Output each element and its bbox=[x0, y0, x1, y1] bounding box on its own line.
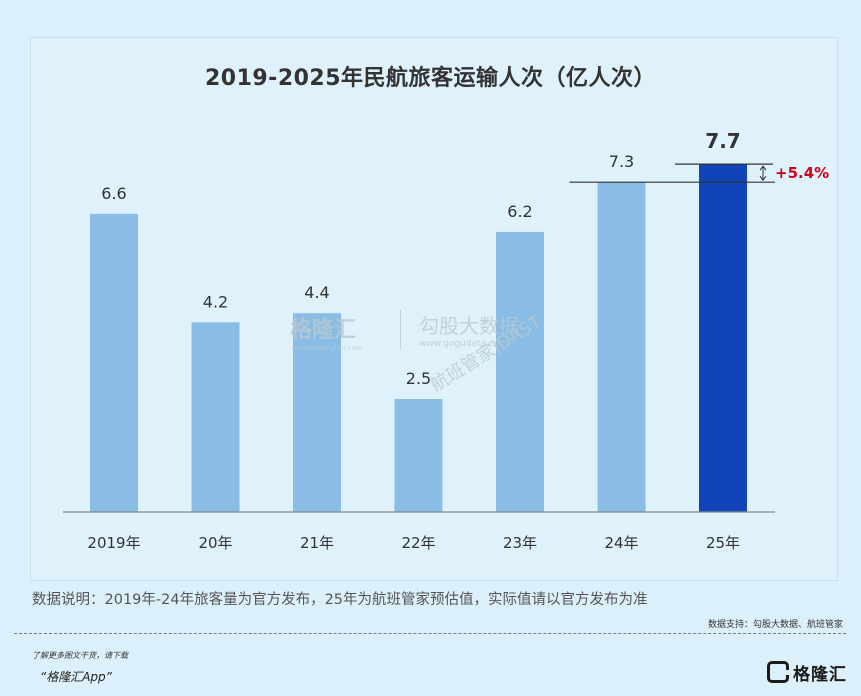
bar-chart: 6.6 2019年 4.2 20年 4.4 21年 2.5 22年 6.2 23年 7.3 24年 7.… bbox=[63, 129, 829, 552]
chart-title: 2019-2025年民航旅客运输人次（亿人次） bbox=[204, 66, 657, 91]
bar-6 bbox=[699, 164, 747, 512]
data-label-3: 2.5 bbox=[406, 369, 431, 388]
bar-2 bbox=[293, 313, 341, 512]
data-label-0: 6.6 bbox=[101, 184, 126, 203]
divider bbox=[14, 633, 846, 634]
growth-arrow-up bbox=[759, 165, 767, 171]
data-label-5: 7.3 bbox=[609, 152, 634, 171]
x-tick-label-5: 24年 bbox=[604, 534, 638, 552]
watermark-gelonghui-url: www.gelonghui.com bbox=[292, 344, 363, 352]
growth-arrow-down bbox=[759, 175, 767, 182]
bar-5 bbox=[597, 182, 646, 512]
brand-icon bbox=[767, 661, 789, 683]
data-source: 数据支持：勾股大数据、航班管家 bbox=[707, 620, 843, 630]
watermark-gelonghui-brand: 格隆汇 bbox=[290, 318, 357, 343]
bar-0 bbox=[90, 213, 138, 512]
data-label-2: 4.4 bbox=[304, 283, 329, 302]
promo-line-2: “格隆汇App” bbox=[40, 670, 112, 684]
x-tick-label-3: 22年 bbox=[401, 534, 435, 552]
data-label-6: 7.7 bbox=[705, 129, 740, 153]
data-note: 数据说明：2019年-24年旅客量为官方发布，25年为航班管家预估值，实际值请以… bbox=[32, 592, 648, 608]
bar-1 bbox=[191, 322, 240, 512]
watermark-gelonghui: 格隆汇 www.gelonghui.com bbox=[290, 312, 363, 352]
x-tick-label-0: 2019年 bbox=[87, 534, 140, 552]
x-tick-label-4: 23年 bbox=[503, 534, 537, 552]
watermark-gogudata-url: www.gogudata.com bbox=[419, 339, 509, 349]
bar-3 bbox=[394, 399, 443, 512]
growth-annotation: +5.4% bbox=[775, 164, 829, 182]
data-label-1: 4.2 bbox=[203, 292, 228, 311]
x-tick-label-2: 21年 bbox=[300, 534, 334, 552]
x-tick-label-1: 20年 bbox=[198, 534, 232, 552]
x-tick-label-6: 25年 bbox=[706, 534, 740, 552]
brand-logo-block: 格隆汇 bbox=[767, 654, 847, 690]
data-label-4: 6.2 bbox=[507, 202, 532, 221]
watermark-gogudata: 勾股大数据 www.gogudata.com bbox=[400, 310, 519, 349]
brand-name: 格隆汇 bbox=[793, 664, 847, 685]
bar-4 bbox=[496, 231, 544, 512]
promo-line-1: 了解更多图文干货，请下载 bbox=[32, 651, 128, 660]
watermark-gogudata-brand: 勾股大数据 bbox=[419, 314, 519, 338]
